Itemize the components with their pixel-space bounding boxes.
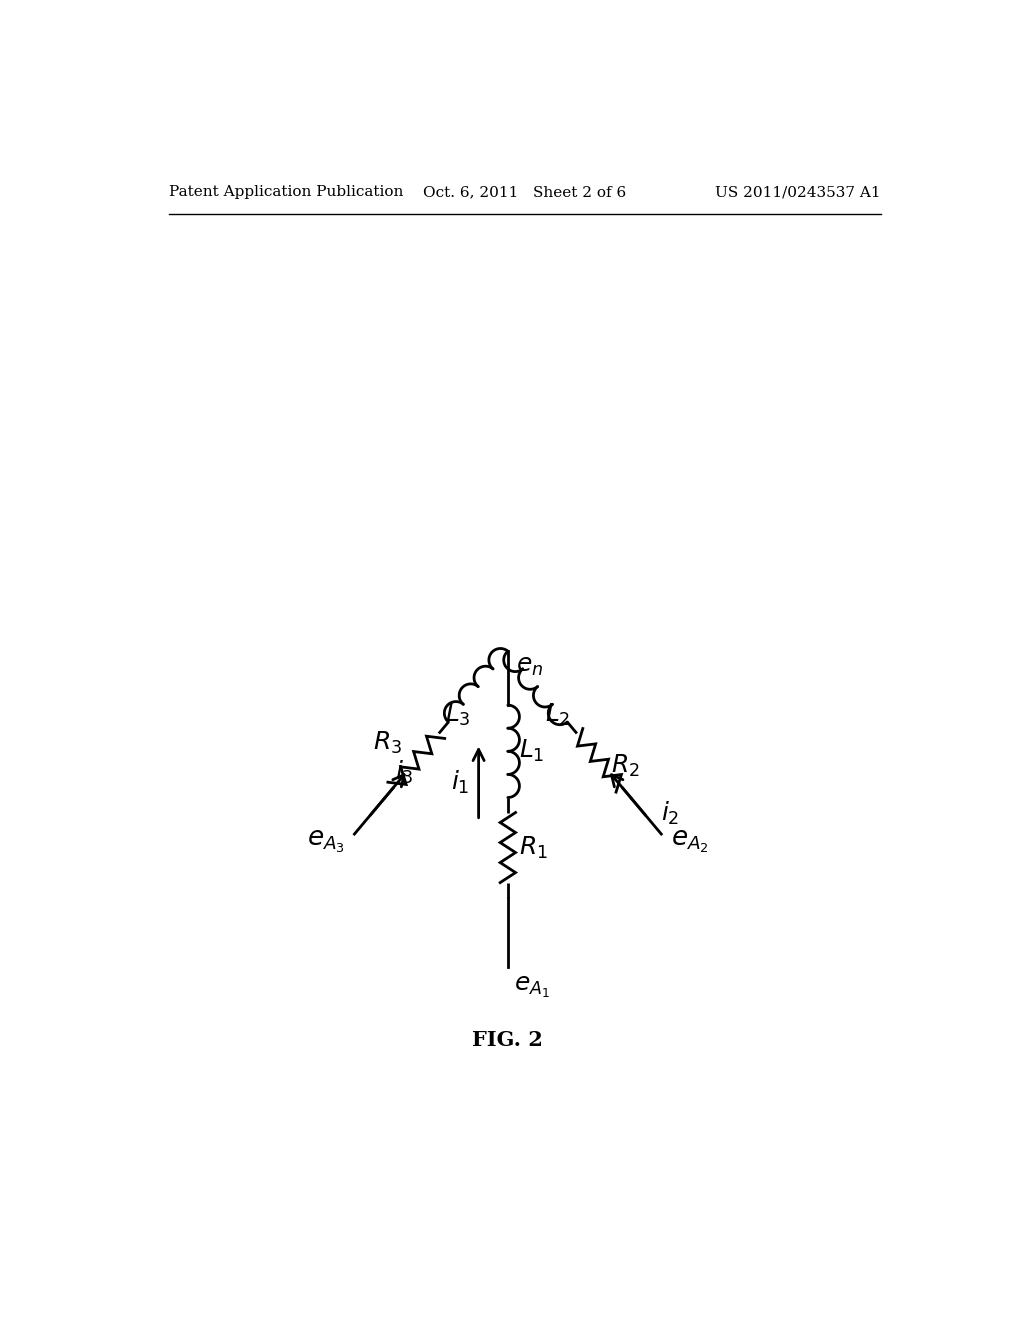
Text: Oct. 6, 2011   Sheet 2 of 6: Oct. 6, 2011 Sheet 2 of 6 (423, 185, 627, 199)
Text: $e_n$: $e_n$ (515, 655, 543, 678)
Text: FIG. 2: FIG. 2 (472, 1030, 544, 1049)
Text: $i_2$: $i_2$ (662, 800, 680, 828)
Text: Patent Application Publication: Patent Application Publication (169, 185, 403, 199)
Text: $e_{A_1}$: $e_{A_1}$ (514, 974, 550, 999)
Text: US 2011/0243537 A1: US 2011/0243537 A1 (715, 185, 881, 199)
Text: $i_1$: $i_1$ (451, 768, 469, 796)
Text: $R_2$: $R_2$ (611, 752, 640, 779)
Text: $L_3$: $L_3$ (444, 702, 470, 729)
Text: $L_2$: $L_2$ (545, 702, 570, 729)
Text: $R_3$: $R_3$ (374, 730, 402, 756)
Text: $R_1$: $R_1$ (518, 834, 548, 861)
Text: $i_3$: $i_3$ (395, 759, 414, 785)
Text: $L_1$: $L_1$ (518, 738, 544, 764)
Text: $e_{A_2}$: $e_{A_2}$ (671, 828, 709, 854)
Text: $e_{A_3}$: $e_{A_3}$ (307, 828, 345, 854)
